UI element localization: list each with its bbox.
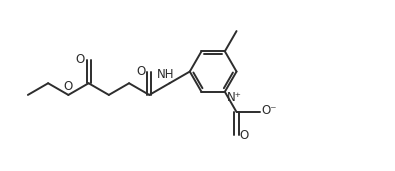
Text: NH: NH — [157, 68, 175, 81]
Text: O: O — [136, 65, 146, 78]
Text: O: O — [239, 129, 249, 142]
Text: O: O — [64, 80, 73, 93]
Text: O: O — [76, 53, 85, 66]
Text: N⁺: N⁺ — [227, 91, 242, 104]
Text: O⁻: O⁻ — [261, 104, 277, 117]
